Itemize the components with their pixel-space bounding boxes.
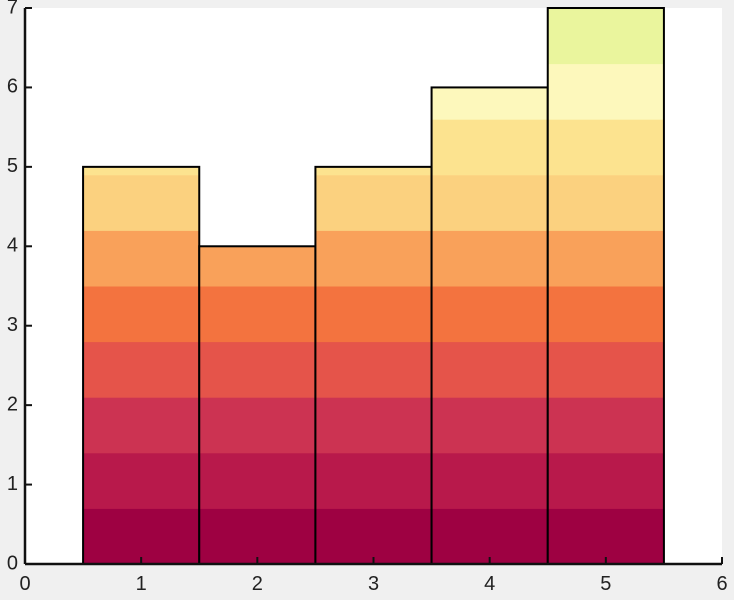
bar-4-band-8 [431,119,548,176]
bar-1-band-8 [83,166,200,176]
bar-2-band-2 [199,452,316,509]
bar-2-band-4 [199,341,316,398]
x-tick-label-1: 1 [136,573,147,595]
bar-5-band-10 [547,8,664,65]
bar-3-band-7 [315,174,432,231]
bar-1-band-3 [83,397,200,454]
bar-4-band-2 [431,452,548,509]
bar-1-band-5 [83,286,200,343]
x-tick-label-5: 5 [600,573,611,595]
y-tick-label-1: 1 [7,473,18,495]
bar-4-band-6 [431,230,548,287]
bar-1-band-6 [83,230,200,287]
bar-4-band-7 [431,174,548,231]
bar-5-band-7 [547,174,664,231]
x-tick-label-0: 0 [19,573,30,595]
bar-2-band-5 [199,286,316,343]
bar-5-band-6 [547,230,664,287]
bar-4-band-4 [431,341,548,398]
axes-group: 0 1 2 3 4 5 6 7 0 1 2 3 4 5 6 [7,0,728,595]
bar-5-band-3 [547,397,664,454]
bar-3-band-3 [315,397,432,454]
bar-3-band-1 [315,508,432,565]
bar-1-band-4 [83,341,200,398]
bar-3-band-4 [315,341,432,398]
bar-4-band-5 [431,286,548,343]
bar-5-band-2 [547,452,664,509]
bar-4-band-1 [431,508,548,565]
bar-5-band-5 [547,286,664,343]
bar-3 [314,165,433,565]
bar-5-band-4 [547,341,664,398]
x-tick-label-2: 2 [252,573,263,595]
bar-1-band-2 [83,452,200,509]
bar-2-band-1 [199,508,316,565]
bar-5-band-8 [547,119,664,176]
bar-4-band-9 [431,87,548,120]
bar-5-band-9 [547,63,664,120]
y-tick-label-3: 3 [7,314,18,336]
bar-5 [546,7,665,565]
y-tick-label-5: 5 [7,155,18,177]
bars-group [82,7,665,566]
x-tick-label-4: 4 [484,573,495,595]
x-tick-label-6: 6 [716,573,727,595]
y-tick-label-6: 6 [7,76,18,98]
bar-1 [82,165,201,565]
bar-5-band-1 [547,508,664,565]
bar-2-band-3 [199,397,316,454]
bar-2-band-6 [199,246,316,287]
y-tick-label-7: 7 [7,0,18,18]
bar-4 [430,86,549,566]
y-tick-label-2: 2 [7,393,18,415]
bar-2 [198,245,317,566]
bar-3-band-2 [315,452,432,509]
x-tick-label-3: 3 [368,573,379,595]
bar-4-band-3 [431,397,548,454]
y-tick-label-0: 0 [7,552,18,574]
bar-3-band-6 [315,230,432,287]
bar-3-band-5 [315,286,432,343]
bar-3-band-8 [315,166,432,176]
y-tick-label-4: 4 [7,235,18,257]
bar-1-band-1 [83,508,200,565]
bar-1-band-7 [83,174,200,231]
